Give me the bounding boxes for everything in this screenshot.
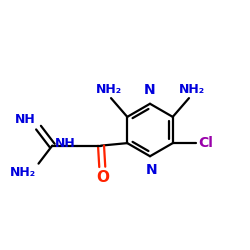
- Text: N: N: [144, 84, 156, 98]
- Text: NH₂: NH₂: [178, 83, 204, 96]
- Text: Cl: Cl: [198, 136, 213, 150]
- Text: NH₂: NH₂: [10, 166, 36, 178]
- Text: NH₂: NH₂: [96, 83, 122, 96]
- Text: NH: NH: [15, 112, 36, 126]
- Text: O: O: [96, 170, 109, 185]
- Text: N: N: [146, 162, 157, 176]
- Text: NH: NH: [55, 137, 76, 150]
